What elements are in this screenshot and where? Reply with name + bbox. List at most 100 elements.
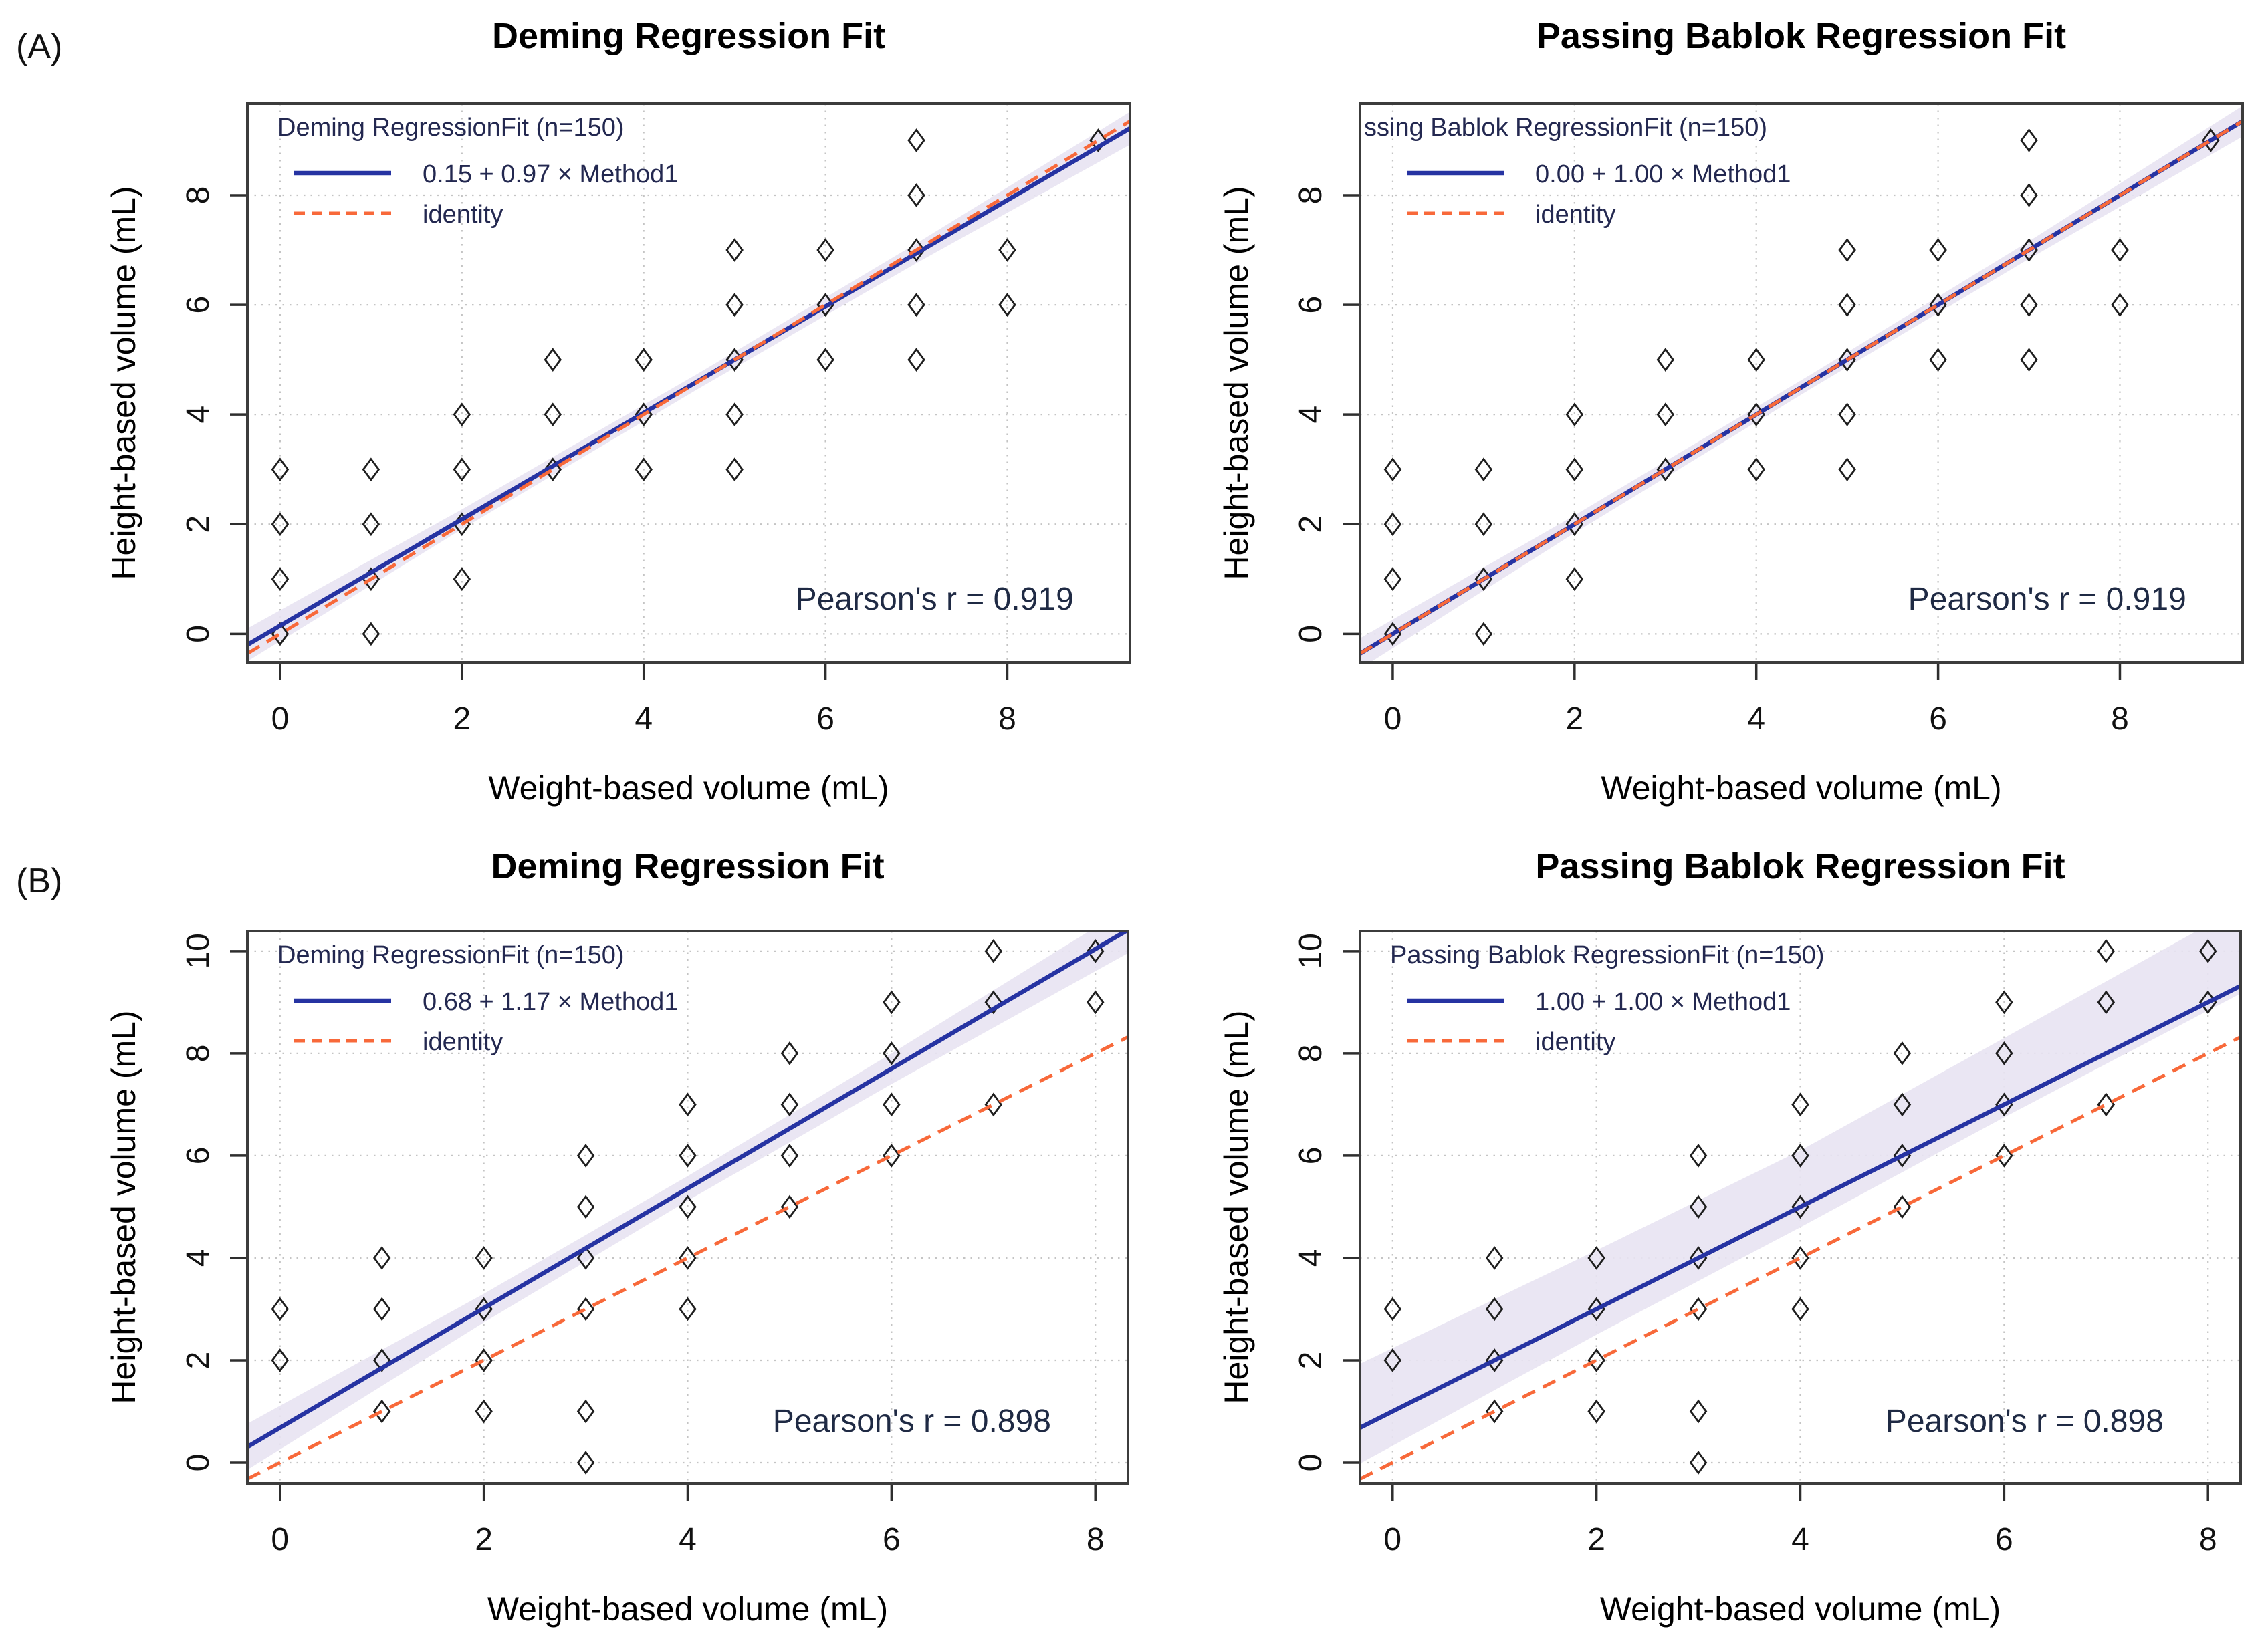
data-point-diamond — [2020, 348, 2038, 372]
data-point-diamond — [1383, 512, 1402, 537]
data-point-diamond — [1791, 1092, 1809, 1117]
data-point-diamond — [816, 238, 834, 262]
pearson-r-label: Pearson's r = 0.919 — [796, 582, 1074, 617]
y-tick-label: 6 — [1293, 1147, 1329, 1165]
x-axis-label: Weight-based volume (mL) — [487, 1590, 888, 1628]
ci-band — [1360, 931, 2241, 1464]
data-point-diamond — [372, 1246, 391, 1270]
data-point-diamond — [725, 402, 744, 427]
data-point-diamond — [1383, 457, 1402, 482]
data-point-diamond — [1995, 1144, 2013, 1168]
y-tick-label: 2 — [1293, 515, 1329, 533]
data-point-diamond — [271, 1348, 290, 1372]
x-axis-label: Weight-based volume (mL) — [1600, 1590, 2001, 1628]
data-point-diamond — [1587, 1246, 1605, 1270]
data-point-diamond — [2020, 128, 2038, 152]
data-point-diamond — [1747, 348, 1765, 372]
data-point-diamond — [1838, 238, 1856, 262]
data-point-diamond — [1474, 622, 1493, 646]
plot-title: Passing Bablok Regression Fit — [1535, 846, 2065, 886]
fit-line — [1360, 983, 2241, 1430]
data-point-diamond — [780, 1092, 799, 1117]
data-point-diamond — [576, 1144, 595, 1168]
y-tick-label: 2 — [1293, 1352, 1329, 1370]
data-point-diamond — [725, 238, 744, 262]
data-point-diamond — [725, 457, 744, 482]
data-point-diamond — [1893, 1041, 1912, 1065]
data-point-diamond — [362, 457, 380, 482]
identity-line — [247, 1035, 1128, 1481]
y-tick-label: 6 — [181, 296, 216, 314]
data-point-diamond — [679, 1246, 697, 1270]
data-point-diamond — [907, 348, 925, 372]
data-point-diamond — [576, 1194, 595, 1219]
y-tick-label: 4 — [1293, 406, 1329, 424]
y-tick-label: 0 — [1293, 625, 1329, 643]
data-point-diamond — [1383, 1348, 1402, 1372]
data-point-diamond — [1474, 457, 1493, 482]
data-point-diamond — [679, 1092, 697, 1117]
data-point-diamond — [1689, 1297, 1708, 1321]
data-point-diamond — [635, 348, 653, 372]
data-point-diamond — [475, 1348, 493, 1372]
x-tick-label: 4 — [635, 701, 653, 737]
x-tick-label: 4 — [679, 1522, 697, 1557]
plot-title: Passing Bablok Regression Fit — [1537, 16, 2066, 56]
data-point-diamond — [372, 1348, 391, 1372]
data-point-diamond — [816, 348, 834, 372]
data-point-diamond — [576, 1246, 595, 1270]
data-point-diamond — [2097, 938, 2116, 963]
data-point-diamond — [453, 402, 471, 427]
data-point-diamond — [1689, 1399, 1708, 1424]
data-point-diamond — [1747, 457, 1765, 482]
data-point-diamond — [271, 567, 290, 592]
y-tick-label: 6 — [1293, 296, 1329, 314]
identity-label: identity — [1535, 1028, 1615, 1056]
data-point-diamond — [1565, 457, 1584, 482]
data-point-diamond — [372, 1399, 391, 1424]
identity-label: identity — [423, 201, 503, 229]
data-point-diamond — [362, 512, 380, 537]
data-point-diamond — [1838, 402, 1856, 427]
data-point-diamond — [544, 348, 562, 372]
data-point-diamond — [271, 457, 290, 482]
data-point-diamond — [1565, 567, 1584, 592]
pearson-r-label: Pearson's r = 0.898 — [1886, 1404, 2164, 1439]
x-tick-label: 6 — [1995, 1522, 2013, 1557]
fit-line — [247, 931, 1128, 1449]
data-point-diamond — [780, 1194, 799, 1219]
y-tick-label: 8 — [1293, 1045, 1329, 1063]
y-axis-label: Height-based volume (mL) — [105, 1010, 142, 1404]
x-tick-label: 0 — [271, 1522, 289, 1557]
data-point-diamond — [1089, 128, 1107, 152]
x-tick-label: 8 — [1087, 1522, 1105, 1557]
data-point-diamond — [780, 1144, 799, 1168]
y-tick-label: 8 — [181, 1045, 216, 1063]
y-tick-label: 0 — [181, 1454, 216, 1472]
data-point-diamond — [2097, 990, 2116, 1015]
plot-frame — [1359, 102, 2244, 664]
plot-title: Deming Regression Fit — [491, 846, 884, 886]
plot-frame — [246, 102, 1131, 664]
data-point-diamond — [883, 1144, 901, 1168]
data-point-diamond — [1995, 990, 2013, 1015]
data-point-diamond — [1689, 1451, 1708, 1475]
y-tick-label: 0 — [181, 625, 216, 643]
identity-label: identity — [1535, 201, 1615, 229]
plot-frame — [246, 930, 1129, 1485]
data-point-diamond — [998, 293, 1016, 317]
plot-frame — [1359, 930, 2242, 1485]
y-tick-label: 6 — [181, 1147, 216, 1165]
panel-b-label: (B) — [16, 862, 63, 900]
x-tick-label: 2 — [475, 1522, 493, 1557]
legend-title: Deming RegressionFit (n=150) — [277, 114, 625, 142]
data-point-diamond — [1838, 457, 1856, 482]
data-point-diamond — [883, 1092, 901, 1117]
data-point-diamond — [2020, 183, 2038, 207]
y-tick-label: 10 — [1293, 933, 1329, 969]
x-tick-label: 6 — [1929, 701, 1947, 737]
y-tick-label: 8 — [1293, 186, 1329, 205]
x-axis-label: Weight-based volume (mL) — [1601, 769, 2001, 807]
